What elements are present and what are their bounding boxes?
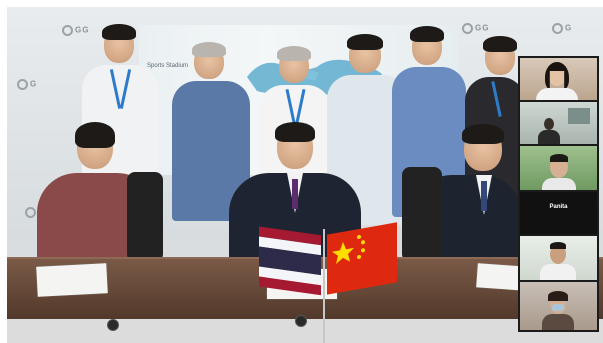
document-paper-left [36, 263, 108, 297]
participant-1-body [536, 88, 578, 100]
participant-2-body [538, 130, 560, 144]
chair-right [402, 167, 442, 262]
flag-pole [323, 229, 325, 343]
participant-strip: Panita [518, 56, 599, 332]
chair-left [127, 172, 163, 262]
table-microphone-1 [107, 319, 119, 331]
participant-3-body [542, 178, 576, 190]
participant-tile-5[interactable] [520, 236, 597, 280]
participant-6-hair [548, 291, 568, 301]
wall-sign-text: Sports Stadium [147, 63, 189, 69]
participant-5-head [550, 244, 566, 264]
participant-name-label: Panita [549, 204, 568, 210]
company-logo-wall-1: GG [62, 25, 89, 36]
participant-5-body [540, 264, 576, 280]
participant-tile-1[interactable] [520, 58, 597, 100]
participant-tile-2[interactable] [520, 102, 597, 144]
company-logo-wall-2: GG [462, 23, 489, 34]
table-microphone-2 [295, 315, 307, 327]
thailand-flag [259, 226, 321, 296]
participant-6-mask [552, 304, 564, 311]
company-logo-wall-3: G [552, 23, 572, 34]
china-flag [327, 222, 397, 295]
participant-3-hair [550, 154, 568, 162]
participant-6-body [542, 314, 574, 330]
participant-tile-3[interactable] [520, 146, 597, 190]
main-video-tile[interactable]: Sports Stadium GG GG G G G [7, 7, 603, 343]
participant-2-head [544, 118, 554, 130]
participant-tile-6[interactable] [520, 282, 597, 330]
participant-5-hair [550, 242, 566, 249]
company-logo-wall-4: G [17, 79, 37, 90]
participant-tile-4[interactable]: Panita [520, 192, 597, 234]
participant-2-screen [568, 108, 590, 124]
